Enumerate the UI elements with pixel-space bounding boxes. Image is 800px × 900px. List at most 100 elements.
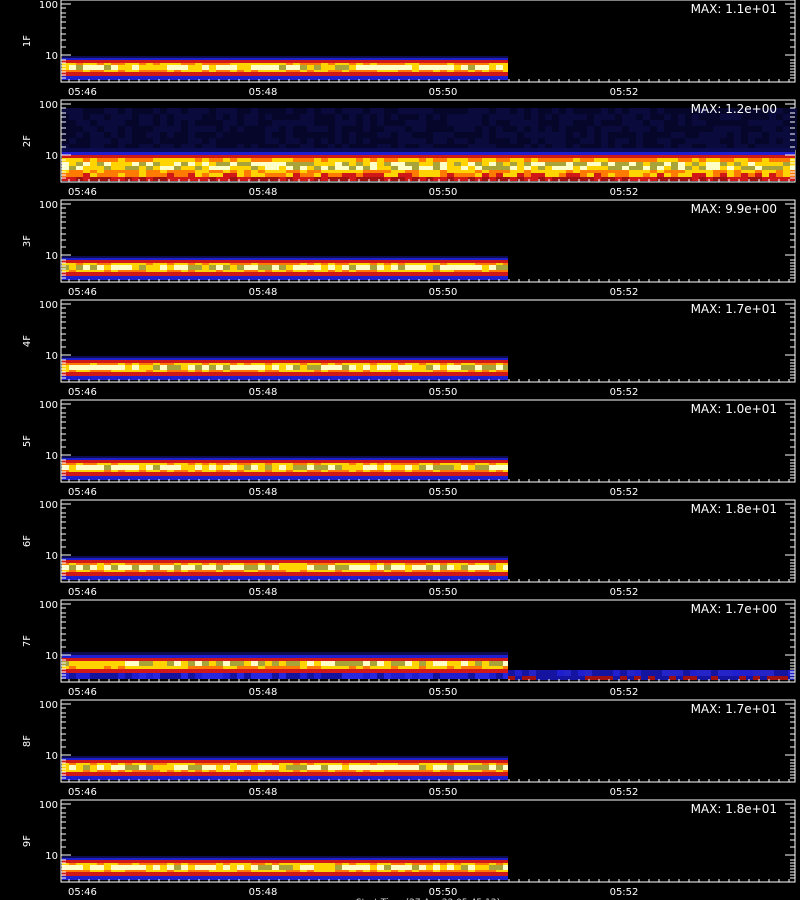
y-tick-label: 10 [45,251,58,262]
y-tick-label: 100 [39,700,58,711]
y-axis-ticks [61,403,795,482]
x-tick-label: 05:46 [68,687,97,698]
x-tick-label: 05:50 [429,387,458,398]
y-tick-label: 10 [45,51,58,62]
x-tick-label: 05:52 [610,587,639,598]
max-value-label: MAX: 1.0e+01 [691,402,777,416]
x-tick-label: 05:48 [249,887,278,898]
panel-4f: 100 10 4F MAX: 1.7e+01 05:46 05:48 05:50 05:52 [22,299,796,398]
max-value-label: MAX: 9.9e+00 [691,202,777,216]
y-tick-label: 100 [39,300,58,311]
x-tick-label: 05:46 [68,587,97,598]
y-axis-ticks [61,703,795,782]
panel-3f: 100 10 3F MAX: 9.9e+00 05:46 05:48 05:50 05:52 [22,199,796,298]
y-tick-label: 100 [39,800,58,811]
x-tick-label: 05:48 [249,287,278,298]
heatmap-cells [62,108,797,181]
x-tick-label: 05:46 [68,887,97,898]
x-tick-label: 05:48 [249,687,278,698]
x-tick-label: 05:50 [429,87,458,98]
x-tick-label: 05:48 [249,487,278,498]
panel-5f: 100 10 5F MAX: 1.0e+01 05:46 05:48 05:50 05:52 [22,399,796,498]
heatmap-cells [62,856,508,880]
y-tick-label: 100 [39,600,58,611]
y-tick-label: 10 [45,851,58,862]
x-tick-label: 05:50 [429,287,458,298]
y-tick-label: 100 [39,200,58,211]
heatmap-cells [62,556,508,580]
y-tick-label: 100 [39,0,58,11]
panel-label: 5F [22,435,33,447]
x-tick-label: 05:50 [429,587,458,598]
panel-2f: 100 10 2F MAX: 1.2e+00 05:46 05:48 05:50 05:52 [22,99,797,198]
panel-label: 1F [22,35,33,47]
heatmap-cells [62,456,508,480]
panel-1f: 100 10 1F MAX: 1.1e+01 05:46 05:48 05:50 05:52 [22,0,796,98]
y-axis-ticks [61,3,795,82]
y-tick-label: 10 [45,451,58,462]
heatmap-cells [62,756,508,780]
x-tick-label: 05:52 [610,187,639,198]
panel-6f: 100 10 6F MAX: 1.8e+01 05:46 05:48 05:50 05:52 [22,499,796,598]
y-tick-label: 10 [45,351,58,362]
max-value-label: MAX: 1.8e+01 [691,802,777,816]
y-axis-ticks [61,803,795,882]
x-tick-label: 05:46 [68,187,97,198]
y-tick-label: 100 [39,100,58,111]
x-tick-label: 05:48 [249,587,278,598]
x-tick-label: 05:48 [249,387,278,398]
y-tick-label: 100 [39,500,58,511]
x-tick-label: 05:52 [610,87,639,98]
panel-label: 3F [22,235,33,247]
x-tick-label: 05:50 [429,187,458,198]
y-tick-label: 10 [45,651,58,662]
y-tick-label: 10 [45,151,58,162]
panel-9f: 100 10 9F MAX: 1.8e+01 05:46 05:48 05:50 05:52 [22,799,796,898]
y-tick-label: 10 [45,551,58,562]
heatmap-cells [62,256,508,280]
heatmap-cells [62,356,508,380]
x-tick-label: 05:46 [68,487,97,498]
max-value-label: MAX: 1.7e+00 [691,602,777,616]
x-tick-label: 05:46 [68,387,97,398]
x-tick-label: 05:50 [429,687,458,698]
y-axis-ticks [61,503,795,582]
x-tick-label: 05:52 [610,387,639,398]
y-tick-label: 100 [39,400,58,411]
heatmap-cells [62,56,508,80]
y-axis-ticks [61,203,795,282]
panel-label: 2F [22,135,33,147]
x-tick-label: 05:52 [610,887,639,898]
x-tick-label: 05:50 [429,487,458,498]
footer-start-time: Start Time (27-Apr-22 05:45:12) [356,898,500,900]
x-tick-label: 05:48 [249,787,278,798]
panel-label: 6F [22,535,33,547]
y-axis-ticks [61,603,795,682]
y-tick-label: 10 [45,751,58,762]
max-value-label: MAX: 1.7e+01 [691,302,777,316]
x-tick-label: 05:52 [610,687,639,698]
x-tick-label: 05:52 [610,487,639,498]
x-tick-label: 05:48 [249,87,278,98]
max-value-label: MAX: 1.2e+00 [691,102,777,116]
max-value-label: MAX: 1.7e+01 [691,702,777,716]
x-tick-label: 05:46 [68,787,97,798]
heatmap-cells [62,652,794,680]
max-value-label: MAX: 1.1e+01 [691,2,777,16]
max-value-label: MAX: 1.8e+01 [691,502,777,516]
y-axis-ticks [61,103,795,182]
panel-label: 9F [22,835,33,847]
panel-label: 8F [22,735,33,747]
x-tick-label: 05:46 [68,287,97,298]
x-tick-label: 05:50 [429,887,458,898]
x-tick-label: 05:52 [610,287,639,298]
panel-label: 4F [22,335,33,347]
x-tick-label: 05:46 [68,87,97,98]
panel-8f: 100 10 8F MAX: 1.7e+01 05:46 05:48 05:50 05:52 [22,699,796,798]
x-tick-label: 05:52 [610,787,639,798]
panel-7f: 100 10 7F MAX: 1.7e+00 05:46 05:48 05:50 05:52 [22,599,796,698]
x-tick-label: 05:50 [429,787,458,798]
x-tick-label: 05:48 [249,187,278,198]
y-axis-ticks [61,303,795,382]
